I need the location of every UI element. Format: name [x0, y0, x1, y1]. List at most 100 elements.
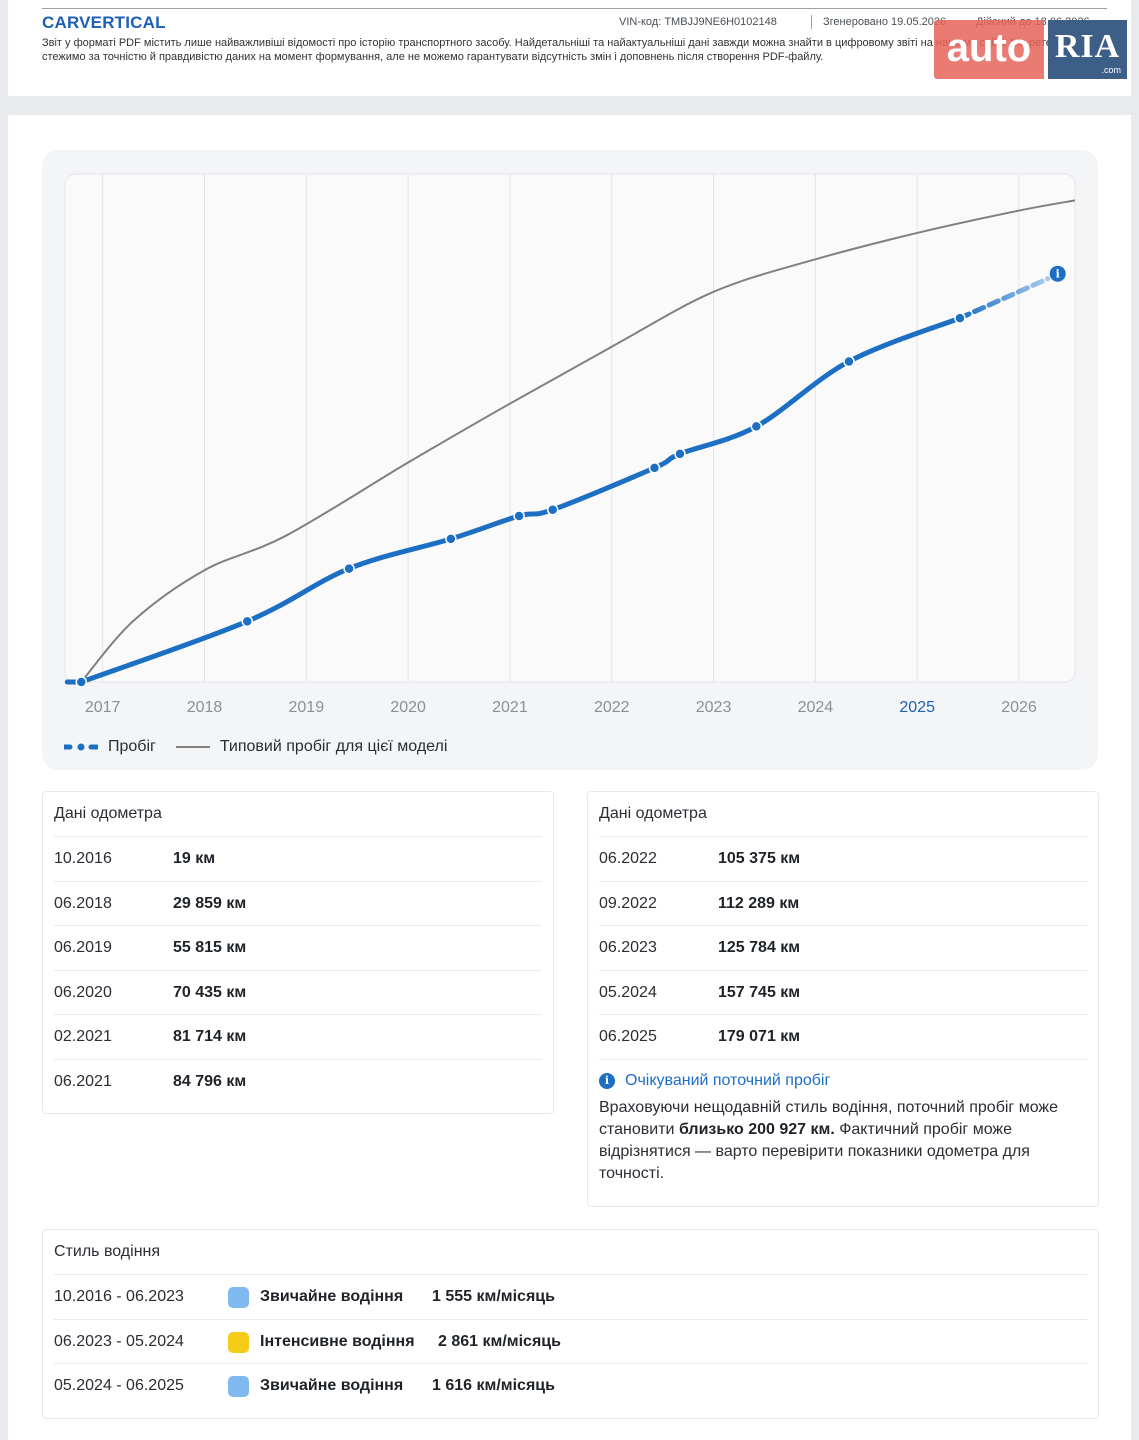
x-tick-label: 2025 [899, 699, 935, 716]
table-row: 06.2021 84 796 км [54, 1059, 542, 1104]
carvertical-logo[interactable]: CARVERTICAL [42, 13, 166, 32]
mileage-point [513, 510, 525, 522]
odometer-value: 84 796 км [173, 1073, 247, 1090]
mileage-point [674, 448, 686, 460]
normal-driving-swatch [228, 1376, 249, 1397]
table-row: 06.2023 125 784 км [599, 925, 1087, 970]
odometer-title: Дані одометра [599, 805, 707, 822]
odometer-date: 02.2021 [54, 1028, 112, 1045]
mileage-section: 2017 2018 2019 2020 2021 2022 2023 2024 2025 2026… [8, 115, 1131, 1440]
expected-mileage-value: близько 200 927 км. [678, 1121, 835, 1138]
x-tick-label: 2017 [85, 699, 121, 716]
x-tick-label: 2026 [1001, 699, 1037, 716]
odometer-title: Дані одометра [54, 805, 162, 822]
odometer-date: 06.2020 [54, 984, 112, 1001]
odometer-date: 05.2024 [599, 984, 657, 1001]
odometer-table-left: Дані одометра 10.2016 19 км 06.2018 29 8… [42, 791, 554, 1114]
expected-mileage-text: Враховуючи нещодавній стиль водіння, пот… [599, 1097, 1069, 1185]
table-row: 10.2016 - 06.2023 Звичайне водіння 1 555… [54, 1274, 1087, 1319]
legend-typical-label: Типовий пробіг для цієї моделі [219, 738, 448, 755]
table-divider [599, 1059, 1087, 1060]
legend-mileage-swatch [64, 743, 98, 751]
mileage-chart-panel: 2017 2018 2019 2020 2021 2022 2023 2024 2025 2026… [42, 150, 1098, 770]
mileage-chart: 2017 2018 2019 2020 2021 2022 2023 2024 2025 2026… [64, 173, 1076, 716]
odometer-value: 81 714 км [173, 1028, 247, 1045]
mileage-point [343, 562, 355, 575]
odometer-date: 06.2019 [54, 939, 112, 956]
odometer-value: 179 071 км [718, 1028, 801, 1045]
style-label: Інтенсивне водіння [260, 1333, 415, 1350]
odometer-date: 06.2022 [599, 850, 657, 867]
vin-code: VIN-код: TMBJJ9NE6H0102148 [619, 16, 777, 28]
style-period: 05.2024 - 06.2025 [54, 1377, 184, 1394]
mileage-point [546, 503, 559, 516]
autoria-watermark-auto: auto [934, 20, 1044, 79]
x-tick-label: 2018 [187, 699, 223, 716]
ria-dotcom: .com [1101, 65, 1121, 75]
mileage-point [241, 615, 253, 628]
odometer-value: 55 815 км [173, 939, 247, 956]
odometer-date: 06.2023 [599, 939, 657, 956]
x-tick-label: 2020 [390, 699, 426, 716]
table-row: 09.2022 112 289 км [599, 881, 1087, 926]
x-tick-label: 2021 [492, 699, 528, 716]
expected-mileage-header[interactable]: i Очікуваний поточний пробіг [599, 1072, 1069, 1090]
legend-mileage-label: Пробіг [108, 738, 156, 755]
generated-date: Згенеровано 19.05.2026 [823, 16, 947, 28]
mileage-point [75, 676, 88, 688]
style-rate: 1 555 км/місяць [432, 1288, 555, 1305]
table-row: 10.2016 19 км [54, 836, 542, 881]
expected-mileage: i Очікуваний поточний пробіг Враховуючи … [599, 1072, 1069, 1185]
header-rule [42, 8, 1107, 9]
style-period: 10.2016 - 06.2023 [54, 1288, 184, 1305]
table-row: 05.2024 157 745 км [599, 970, 1087, 1015]
odometer-date: 10.2016 [54, 850, 112, 867]
table-row: 06.2019 55 815 км [54, 925, 542, 970]
expected-text-part1: Враховуючи нещодавній стиль водіння, пот… [599, 1099, 1059, 1138]
odometer-date: 09.2022 [599, 895, 657, 912]
odometer-table-right: Дані одометра 06.2022 105 375 км 09.2022… [587, 791, 1099, 1207]
x-tick-label: 2024 [798, 699, 834, 716]
driving-style-title: Стиль водіння [54, 1243, 161, 1260]
table-row: 05.2024 - 06.2025 Звичайне водіння 1 616… [54, 1363, 1087, 1408]
mileage-point [750, 420, 763, 433]
table-row: 06.2025 179 071 км [599, 1014, 1087, 1059]
info-icon: i [599, 1073, 615, 1089]
ria-text: RIA [1054, 28, 1121, 65]
style-period: 06.2023 - 05.2024 [54, 1333, 184, 1350]
odometer-value: 70 435 км [173, 984, 247, 1001]
expected-text-part2: Фактичний пробіг може відрізнятися — вар… [599, 1121, 1030, 1182]
meta-divider [811, 15, 812, 29]
table-row: 02.2021 81 714 км [54, 1014, 542, 1059]
chart-legend: Пробіг Типовий пробіг для цієї моделі [64, 736, 447, 758]
odometer-value: 112 289 км [718, 895, 800, 912]
plot-area [64, 173, 1076, 683]
table-row: 06.2020 70 435 км [54, 970, 542, 1015]
odometer-date: 06.2021 [54, 1073, 112, 1090]
autoria-watermark-ria: RIA .com [1048, 20, 1127, 79]
table-row: 06.2018 29 859 км [54, 881, 542, 926]
x-tick-label: 2022 [594, 699, 630, 716]
style-rate: 1 616 км/місяць [432, 1377, 555, 1394]
driving-style-table: Стиль водіння 10.2016 - 06.2023 Звичайне… [42, 1229, 1099, 1419]
odometer-value: 157 745 км [718, 984, 801, 1001]
x-tick-label: 2023 [696, 699, 732, 716]
expected-mileage-line [957, 276, 1051, 321]
normal-driving-swatch [228, 1287, 249, 1308]
odometer-value: 105 375 км [718, 850, 801, 867]
mileage-point [954, 312, 966, 324]
odometer-date: 06.2018 [54, 895, 112, 912]
mileage-point [843, 355, 855, 368]
mileage-point [648, 462, 661, 474]
pdf-disclaimer: Звіт у форматі PDF містить лише найважли… [42, 37, 1076, 63]
table-row: 06.2023 - 05.2024 Інтенсивне водіння 2 8… [54, 1319, 1087, 1364]
odometer-value: 125 784 км [718, 939, 801, 956]
style-label: Звичайне водіння [260, 1288, 404, 1305]
x-tick-label: 2019 [289, 699, 325, 716]
mileage-point [445, 533, 457, 545]
odometer-value: 29 859 км [173, 895, 247, 912]
legend-typical-swatch [175, 746, 210, 748]
info-icon-glyph: i [1056, 268, 1060, 281]
typical-mileage-line [80, 199, 1076, 683]
intensive-driving-swatch [228, 1332, 249, 1353]
